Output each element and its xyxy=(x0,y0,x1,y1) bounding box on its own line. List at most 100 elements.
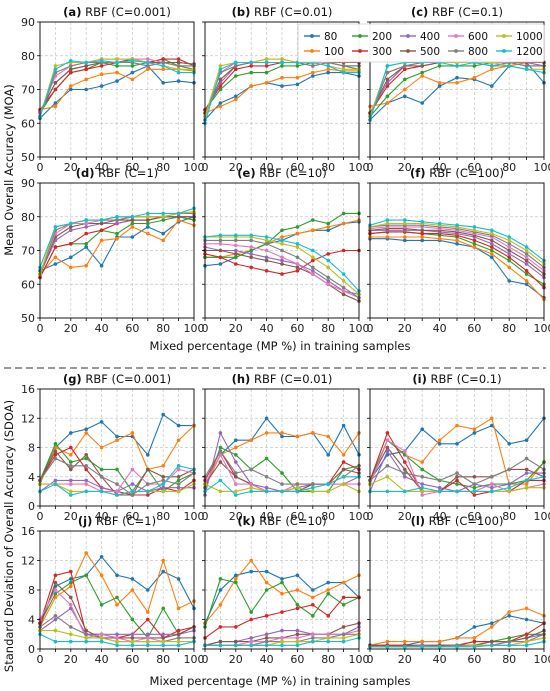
data-point-1200 xyxy=(326,258,331,263)
y-tick-label: 60 xyxy=(21,117,35,130)
data-point-1200 xyxy=(69,639,73,644)
data-point-300 xyxy=(472,639,477,644)
panel-title-text: RBF (C=10) xyxy=(256,514,327,528)
data-point-200 xyxy=(264,588,269,592)
data-point-300 xyxy=(295,269,300,273)
data-point-100 xyxy=(264,431,269,435)
data-point-80 xyxy=(403,94,407,99)
x-tick-label: 100 xyxy=(184,653,205,666)
x-tick-label: 80 xyxy=(156,161,170,174)
data-point-200 xyxy=(280,64,284,68)
data-point-300 xyxy=(385,431,390,435)
panel-title: (h) RBF (C=0.01) xyxy=(232,372,333,386)
data-point-600 xyxy=(403,449,407,454)
data-point-200 xyxy=(295,603,300,607)
data-point-500 xyxy=(295,265,300,270)
data-point-100 xyxy=(490,67,494,72)
data-point-200 xyxy=(280,580,284,585)
data-point-1200 xyxy=(507,235,512,239)
panel-title-label: (k) xyxy=(237,514,255,528)
data-point-80 xyxy=(249,569,253,574)
data-point-1200 xyxy=(249,233,253,238)
data-point-200 xyxy=(84,242,88,246)
panel-title-label: (d) xyxy=(76,166,95,180)
data-point-80 xyxy=(403,238,407,243)
data-point-1200 xyxy=(249,489,253,494)
data-point-100 xyxy=(99,573,104,578)
data-point-300 xyxy=(472,493,477,497)
data-point-100 xyxy=(176,218,181,222)
data-point-500 xyxy=(234,252,238,256)
data-point-500 xyxy=(218,460,223,464)
data-point-300 xyxy=(176,57,181,61)
data-point-80 xyxy=(234,438,238,443)
data-point-500 xyxy=(218,248,223,253)
data-point-300 xyxy=(249,617,253,622)
data-point-100 xyxy=(130,431,135,435)
data-point-300 xyxy=(341,595,346,600)
x-tick-label: 0 xyxy=(202,653,209,666)
panel-title: (e) RBF (C=10) xyxy=(237,166,326,180)
data-point-300 xyxy=(326,614,331,618)
data-point-100 xyxy=(341,221,346,226)
data-point-1000 xyxy=(176,639,181,644)
data-point-400 xyxy=(84,225,88,229)
data-point-200 xyxy=(53,442,58,446)
data-point-80 xyxy=(115,434,119,439)
data-point-100 xyxy=(455,238,459,243)
data-point-1200 xyxy=(176,70,181,75)
data-point-200 xyxy=(69,460,73,464)
data-point-100 xyxy=(161,238,165,243)
data-point-100 xyxy=(264,580,269,585)
data-point-500 xyxy=(524,636,529,640)
data-point-1200 xyxy=(341,475,346,479)
data-point-300 xyxy=(249,265,253,270)
data-point-400 xyxy=(249,252,253,256)
data-point-800 xyxy=(507,639,512,644)
panel-l: 0 20 40 60 80 100 (l) RBF (C=100) xyxy=(367,514,550,666)
data-point-600 xyxy=(69,603,73,607)
data-point-1000 xyxy=(341,67,346,72)
data-point-1200 xyxy=(437,221,442,226)
y-tick-label: 12 xyxy=(21,555,35,568)
data-point-500 xyxy=(234,639,238,644)
data-point-100 xyxy=(437,81,442,85)
legend-marker-1000 xyxy=(502,34,506,38)
data-point-400 xyxy=(280,628,284,633)
data-point-500 xyxy=(524,467,529,472)
data-point-500 xyxy=(490,238,494,243)
data-point-1200 xyxy=(490,64,494,68)
data-point-100 xyxy=(176,438,181,443)
x-tick-label: 60 xyxy=(290,510,304,523)
data-point-1200 xyxy=(490,228,494,233)
x-tick-label: 40 xyxy=(95,510,109,523)
data-point-800 xyxy=(53,614,58,618)
data-point-100 xyxy=(161,558,165,563)
data-point-200 xyxy=(218,577,223,581)
data-point-500 xyxy=(420,64,425,68)
x-tick-label: 20 xyxy=(229,161,243,174)
data-point-300 xyxy=(218,625,223,629)
data-point-500 xyxy=(403,467,407,472)
data-point-500 xyxy=(146,467,150,472)
data-point-300 xyxy=(524,632,529,637)
data-point-80 xyxy=(161,412,165,417)
panel-g: 0 20 40 60 80 100 0 4 8 12 16 (g) RBF (C=0.001) xyxy=(21,372,205,523)
data-point-1200 xyxy=(403,645,407,649)
data-point-1000 xyxy=(146,639,150,644)
data-point-1000 xyxy=(420,489,425,494)
data-point-100 xyxy=(472,636,477,640)
data-point-800 xyxy=(437,478,442,483)
x-tick-label: 20 xyxy=(398,653,412,666)
x-tick-label: 60 xyxy=(467,653,481,666)
data-point-800 xyxy=(53,456,58,461)
panel-title: (l) RBF (C=100) xyxy=(411,514,504,528)
data-point-500 xyxy=(176,215,181,219)
x-tick-label: 20 xyxy=(229,653,243,666)
data-point-80 xyxy=(326,228,331,233)
data-point-800 xyxy=(234,64,238,68)
data-point-1000 xyxy=(341,636,346,640)
panel-title-label: (f) xyxy=(410,166,426,180)
x-tick-label: 40 xyxy=(260,161,274,174)
